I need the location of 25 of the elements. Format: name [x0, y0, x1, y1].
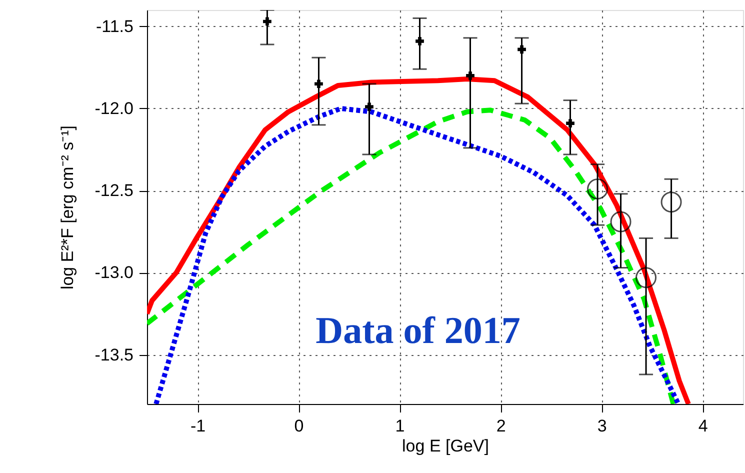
y-tick-label: -13.5	[94, 345, 134, 364]
point	[660, 192, 682, 213]
y-tick-label: -12.0	[94, 99, 134, 118]
point	[610, 211, 632, 232]
x-tick-label: 2	[496, 416, 506, 436]
point	[263, 17, 272, 26]
x-tick-label: 3	[597, 416, 607, 436]
annotation: Data of 2017	[316, 310, 520, 352]
point	[416, 37, 424, 46]
point	[466, 71, 474, 80]
y-axis-title: log E²*F [erg cm⁻² s⁻¹]	[58, 125, 77, 290]
point	[587, 178, 608, 200]
y-tick-label: -12.5	[94, 181, 134, 200]
y-tick-label: -11.5	[96, 16, 134, 36]
point	[636, 267, 657, 288]
x-tick-label: -1	[190, 416, 206, 436]
x-tick-label: 1	[395, 416, 405, 436]
y-tick-label: -13.0	[94, 263, 134, 282]
x-tick-label: 0	[294, 416, 304, 436]
point	[518, 45, 526, 54]
x-axis-title: log E [GeV]	[402, 436, 489, 456]
point	[314, 80, 323, 88]
x-tick-label: 4	[698, 416, 708, 436]
point	[365, 102, 374, 112]
point	[566, 119, 574, 128]
